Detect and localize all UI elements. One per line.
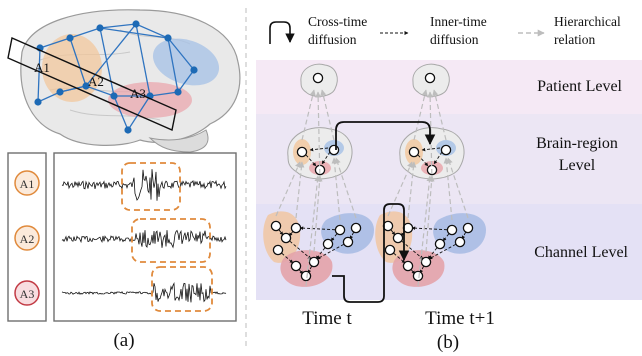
channel-node-t1-2 (384, 244, 396, 256)
channel-node-t1-9 (420, 256, 432, 268)
channel-node-t-2 (272, 244, 284, 256)
channel-node-t-7 (322, 238, 334, 250)
channel-level-label: Channel Level (534, 244, 628, 261)
cross-time-arrow-channel (332, 203, 410, 303)
legend-cross-time: Cross-time diffusion (308, 14, 367, 47)
electrode-strip (7, 37, 177, 131)
channel-badge-a2 (14, 225, 40, 251)
legend-inner-time: Inner-time diffusion (430, 14, 487, 47)
channel-node-t-5 (350, 222, 362, 234)
channel-label-a1: A1 (20, 177, 35, 191)
region-node-blue-t1 (440, 144, 452, 156)
caption-a: (a) (113, 330, 134, 351)
cross-time-arrow-region (335, 121, 436, 150)
patient-node-t1 (424, 72, 436, 84)
channel-node-t-4 (334, 224, 346, 236)
channel-node-t1-10 (412, 270, 424, 282)
channel-node-t1-4 (446, 224, 458, 236)
channel-node-t-3 (290, 222, 302, 234)
time-t-label: Time t (302, 308, 352, 329)
channel-node-t-0 (270, 220, 282, 232)
eeg-traces (61, 169, 227, 303)
brain-region-level-label: Brain-region Level (536, 135, 618, 174)
channel-node-t1-7 (434, 238, 446, 250)
channel-node-t-6 (342, 236, 354, 248)
caption-b: (b) (437, 332, 459, 353)
region-label-a3: A3 (130, 86, 146, 101)
region-node-orange-t1 (408, 146, 420, 158)
channel-node-t-8 (290, 260, 302, 272)
region-label-a1: A1 (34, 60, 50, 75)
channel-badge-a1 (14, 170, 40, 196)
channel-node-t-10 (300, 270, 312, 282)
region-node-orange-t (296, 146, 308, 158)
channel-node-t-1 (280, 232, 292, 244)
channel-cluster-red-t (280, 250, 333, 287)
patient-node-t (312, 72, 324, 84)
time-t1-label: Time t+1 (425, 308, 495, 329)
channel-node-t1-5 (462, 222, 474, 234)
region-node-blue-t (328, 144, 340, 156)
seizure-highlight-a2 (131, 218, 211, 263)
channel-cluster-blue-t (321, 213, 374, 254)
legend-hierarchical: Hierarchical relation (554, 14, 621, 47)
legend (269, 21, 545, 44)
channel-label-a2: A2 (20, 232, 35, 246)
hierarchical-graph (263, 63, 486, 303)
region-label-a2: A2 (88, 74, 104, 89)
channel-cluster-blue-t1 (433, 213, 486, 254)
patient-level-label: Patient Level (537, 78, 622, 95)
channel-label-a3: A3 (20, 287, 35, 301)
brain-network-illustration (7, 9, 241, 153)
channel-node-t1-8 (402, 260, 414, 272)
cross-time-legend-icon (269, 21, 295, 44)
channel-node-t1-6 (454, 236, 466, 248)
seizure-highlight-a1 (121, 162, 181, 211)
channel-node-t1-1 (392, 232, 404, 244)
seizure-highlight-a3 (151, 266, 213, 312)
channel-node-t-9 (308, 256, 320, 268)
channel-badge-a3 (14, 280, 40, 306)
